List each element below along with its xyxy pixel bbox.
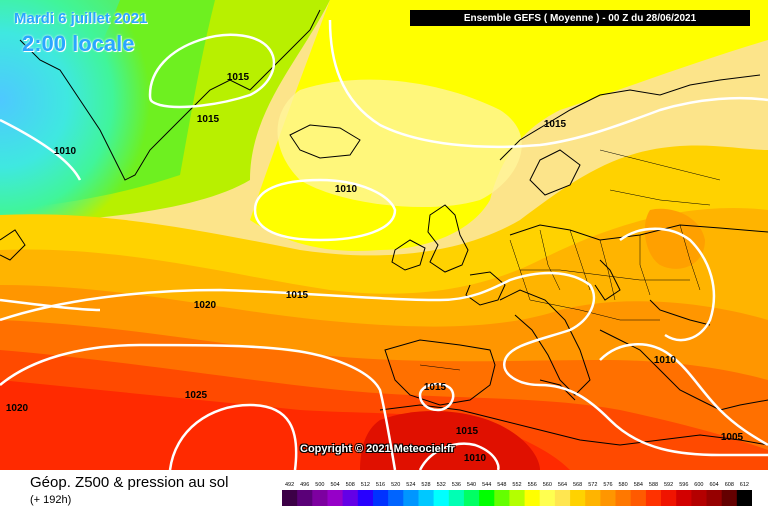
legend-swatch	[297, 490, 313, 506]
legend-tick-label: 592	[664, 482, 673, 488]
isobar-label: 1015	[227, 72, 250, 83]
legend-swatch	[312, 490, 328, 506]
model-run-info: Ensemble GEFS ( Moyenne ) - 00 Z du 28/0…	[410, 10, 750, 26]
legend-tick-label: 492	[285, 482, 294, 488]
isobar-label: 1005	[721, 432, 744, 443]
isobar-label: 1010	[54, 146, 77, 157]
isobar-label: 1010	[335, 184, 358, 195]
legend-swatch	[570, 490, 586, 506]
copyright-notice: Copyright © 2021 Meteociel.fr	[300, 443, 455, 455]
legend-tick-label: 604	[710, 482, 719, 488]
z500-band-592	[360, 410, 540, 470]
isobar-label: 1015	[197, 114, 220, 125]
isobar-label: 1025	[185, 390, 208, 401]
z500-warm-pocket	[644, 208, 705, 269]
forecast-local-time: 2:00 locale	[22, 31, 135, 56]
legend-swatch	[721, 490, 738, 506]
isobar-label: 1015	[544, 119, 567, 130]
weather-map: 1015 1015 1010 1010 1015 1020 1015 1015 …	[0, 0, 768, 470]
legend-swatch	[585, 490, 601, 506]
legend-tick-label: 580	[619, 482, 628, 488]
legend-swatch	[691, 490, 708, 506]
z500-pale-ridge	[277, 79, 522, 208]
legend-swatch	[676, 490, 692, 506]
legend-tick-label: 496	[300, 482, 309, 488]
isobar-label: 1020	[194, 300, 217, 311]
legend-swatch	[433, 490, 450, 506]
legend-tick-label: 536	[452, 482, 461, 488]
isobar-label: 1010	[464, 453, 487, 464]
legend-tick-label: 548	[497, 482, 506, 488]
legend-tick-label: 584	[634, 482, 643, 488]
legend-swatch	[494, 490, 510, 506]
legend-tick-label: 556	[528, 482, 537, 488]
legend-tick-label: 600	[694, 482, 703, 488]
legend-tick-label: 572	[588, 482, 597, 488]
legend-swatch	[554, 490, 571, 506]
legend-swatch	[342, 490, 359, 506]
legend-tick-label: 544	[482, 482, 491, 488]
legend-swatch	[706, 490, 723, 506]
isobar-label: 1020	[6, 403, 29, 414]
isobars	[0, 19, 768, 470]
legend-tick-label: 596	[679, 482, 688, 488]
isobar-label: 1015	[286, 290, 309, 301]
legend-swatch	[388, 490, 404, 506]
legend-tick-label: 612	[740, 482, 749, 488]
legend-tick-label: 608	[725, 482, 734, 488]
legend-swatch	[403, 490, 419, 506]
legend-swatch	[463, 490, 480, 506]
z500-low-center	[0, 0, 160, 220]
legend-swatch	[645, 490, 662, 506]
legend-tick-label: 520	[391, 482, 400, 488]
legend-swatch	[479, 490, 495, 506]
isobar-label: 1010	[654, 355, 677, 366]
legend-swatch	[373, 490, 389, 506]
isobar-label: 1015	[456, 426, 479, 437]
legend-swatch	[357, 490, 374, 506]
legend-tick-label: 524	[406, 482, 415, 488]
map-title: Géop. Z500 & pression au sol	[30, 474, 229, 491]
legend-tick-label: 576	[603, 482, 612, 488]
legend-tick-label: 552	[512, 482, 521, 488]
forecast-lead-time: (+ 192h)	[30, 494, 72, 506]
color-legend: 492 496 500 504 508 512 516 520 524 528 532 536 540 5…	[282, 479, 753, 509]
legend-tick-label: 508	[346, 482, 355, 488]
legend-swatch	[615, 490, 632, 506]
legend-tick-label: 588	[649, 482, 658, 488]
isobar-labels: 1015 1015 1010 1010 1015 1020 1015 1015 …	[6, 72, 744, 464]
legend-tick-label: 532	[437, 482, 446, 488]
legend-tick-label: 504	[331, 482, 340, 488]
model-run-label: Ensemble GEFS ( Moyenne ) - 00 Z du 28/0…	[463, 12, 697, 24]
legend-tick-label: 564	[558, 482, 567, 488]
legend-tick-label: 568	[573, 482, 582, 488]
legend-swatch	[448, 490, 465, 506]
legend-swatch	[509, 490, 526, 506]
legend-swatch	[524, 490, 541, 506]
legend-swatch	[282, 490, 298, 506]
legend-tick-label: 516	[376, 482, 385, 488]
legend-swatch	[600, 490, 617, 506]
legend-tick-label: 528	[421, 482, 430, 488]
legend-tick-label: 500	[315, 482, 324, 488]
legend-swatch	[736, 490, 753, 506]
legend-swatch	[630, 490, 647, 506]
legend-swatch	[327, 490, 344, 506]
legend-swatch	[539, 490, 556, 506]
legend-swatch	[661, 490, 677, 506]
legend-tick-label: 512	[361, 482, 370, 488]
isobar-label: 1015	[424, 382, 447, 393]
legend-swatch	[418, 490, 435, 506]
forecast-date: Mardi 6 juillet 2021	[14, 10, 148, 27]
legend-tick-label: 540	[467, 482, 476, 488]
legend-tick-label: 560	[543, 482, 552, 488]
